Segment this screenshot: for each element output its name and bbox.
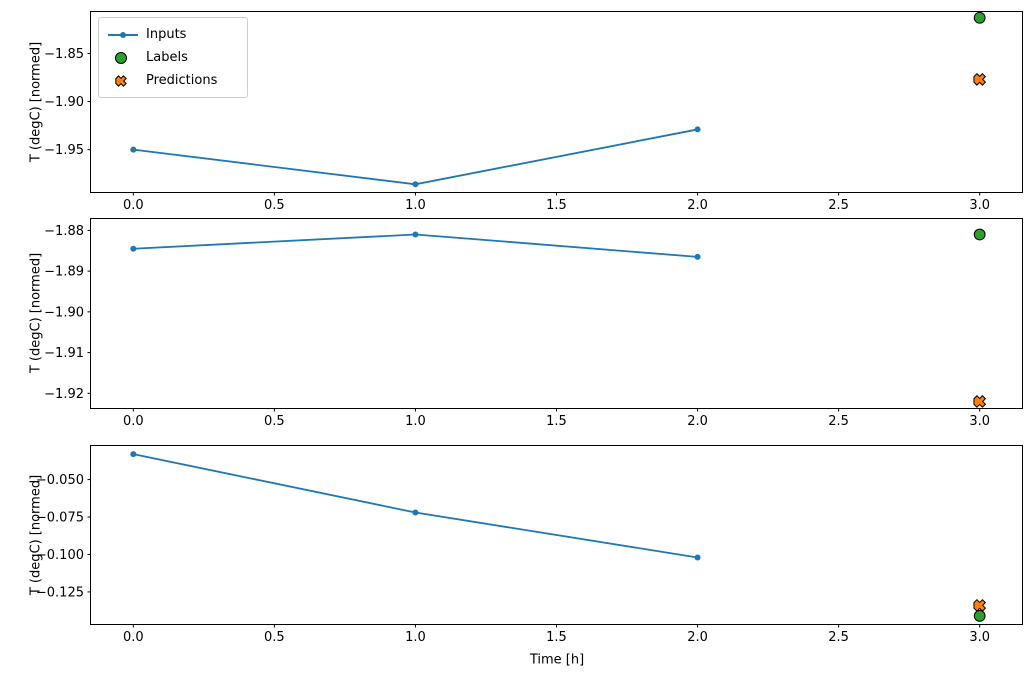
x-tick-label: 3.0 [969,630,990,645]
x-tick-label: 0.0 [123,198,144,213]
x-axis-label: Time [h] [529,652,585,668]
subplot-1-canvas: 0.0 0.5 1.0 1.5 2.0 2.5 3.0 −1.85 −1.90 −1.95 [44,11,990,213]
y-axis-label-subplot-2: T (degC) [normed] [28,252,44,374]
x-tick-label: 1.0 [405,414,426,429]
inputs-point [130,245,137,252]
predictions-marker [973,72,987,86]
y-tick-label: −0.050 [36,473,84,488]
x-tick-label: 3.0 [969,198,990,213]
labels-marker [973,610,986,622]
x-tick-label: 1.5 [546,198,567,213]
y-tick-label: −0.125 [36,585,84,600]
inputs-point [130,146,137,153]
legend-label-inputs: Inputs [146,26,187,42]
x-tick-label: 0.0 [123,630,144,645]
legend-item-predictions: Predictions [107,69,239,92]
x-tick-label: 1.0 [405,630,426,645]
legend-label-predictions: Predictions [146,72,218,88]
inputs-line [133,233,698,258]
legend-item-inputs: Inputs [107,23,239,46]
inputs-dot-sample [120,31,126,38]
x-tick-label: 0.5 [264,630,285,645]
inputs-point [694,253,701,260]
subplot-2-canvas: 0.0 0.5 1.0 1.5 2.0 2.5 3.0 −1.88 −1.89 −1.90 −1.9… [44,224,990,429]
x-tick-label: 0.5 [264,198,285,213]
y-tick-label: −1.90 [44,95,84,110]
subplot-2: 0.0 0.5 1.0 1.5 2.0 2.5 3.0 −1.88 −1.89 −1.90 −1.9… [44,218,1023,429]
x-tick-label: 0.5 [264,414,285,429]
predictions-marker [973,598,987,612]
predictions-x-sample [115,74,127,87]
labels-circle-sample [115,51,127,64]
inputs-line [133,128,698,186]
y-tick-label: −1.85 [44,47,84,62]
x-tick-label: 2.0 [687,198,708,213]
legend: Inputs Labels Predictions [98,17,248,98]
subplot-3-canvas: 0.0 0.5 1.0 1.5 2.0 2.5 3.0 −0.050 −0.075 −0.100 −… [36,451,990,645]
predictions-x-icon [115,74,127,87]
inputs-point [412,509,419,516]
inputs-point [412,231,419,238]
inputs-point [130,451,137,458]
legend-label-labels: Labels [146,49,188,65]
x-tick-label: 2.0 [687,630,708,645]
y-axis-label-subplot-3: T (degC) [normed] [28,474,44,596]
legend-item-labels: Labels [107,46,239,69]
inputs-point [694,126,701,133]
labels-circle-icon [115,51,127,64]
y-tick-label: −1.88 [44,224,84,239]
inputs-point [694,554,701,561]
x-tick-label: 1.5 [546,414,567,429]
y-tick-label: −1.90 [44,305,84,320]
labels-marker [973,11,986,24]
x-tick-label: 1.0 [405,198,426,213]
x-tick-label: 2.0 [687,414,708,429]
y-tick-label: −1.89 [44,265,84,280]
y-tick-label: −1.91 [44,346,84,361]
labels-marker [973,228,986,241]
inputs-line [133,453,698,559]
y-tick-label: −1.92 [44,387,84,402]
subplot-3: 0.0 0.5 1.0 1.5 2.0 2.5 3.0 −0.050 −0.075 −0.100 −… [36,445,1023,645]
y-axis-label-subplot-1: T (degC) [normed] [28,41,44,163]
x-tick-label: 2.5 [828,414,849,429]
x-tick-label: 2.5 [828,630,849,645]
y-tick-label: −0.100 [36,548,84,563]
y-tick-label: −0.075 [36,511,84,526]
x-tick-label: 1.5 [546,630,567,645]
inputs-point [412,181,419,188]
x-tick-label: 2.5 [828,198,849,213]
inputs-line-dot-icon [108,31,138,38]
x-tick-label: 3.0 [969,414,990,429]
predictions-marker [973,395,987,408]
y-tick-label: −1.95 [44,143,84,158]
x-tick-label: 0.0 [123,414,144,429]
